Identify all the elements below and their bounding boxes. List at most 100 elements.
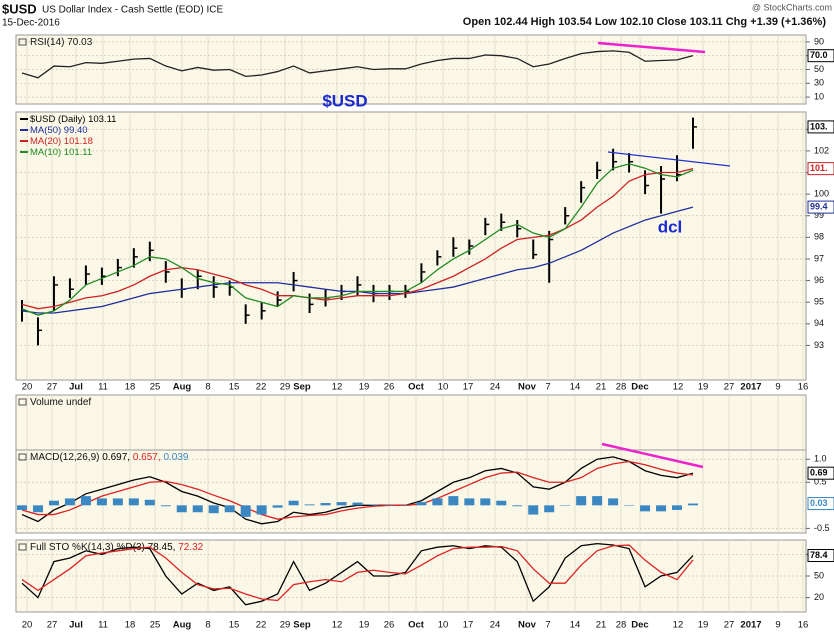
histogram-bar bbox=[464, 498, 475, 506]
rsi-divergence-line bbox=[597, 41, 706, 54]
x-tick-label: 9 bbox=[775, 382, 780, 393]
y-tick-label: 94 bbox=[814, 318, 824, 328]
x-tick-label: 11 bbox=[98, 382, 108, 393]
legend-name: MA(20) bbox=[30, 136, 61, 147]
x-tick-label: Aug bbox=[173, 382, 192, 393]
panel-legend: MACD(12,26,9) 0.697, 0.657, 0.039 bbox=[30, 452, 189, 463]
x-tick-label: Jul bbox=[69, 382, 83, 393]
x-tick-label: 29 bbox=[280, 382, 291, 393]
histogram-bar bbox=[192, 505, 203, 513]
histogram-bar bbox=[384, 505, 395, 506]
x-tick-label: 21 bbox=[596, 620, 607, 631]
x-tick-label: 27 bbox=[724, 382, 735, 393]
y-tick-label: 50 bbox=[814, 570, 824, 580]
histogram-bar bbox=[512, 505, 523, 507]
y-tick-label: -0.5 bbox=[814, 523, 830, 533]
x-tick-label: 9 bbox=[775, 620, 780, 631]
legend-text: MACD(12,26,9) bbox=[30, 452, 99, 463]
value-tag: 78.4 bbox=[810, 550, 828, 560]
macd-divergence-line bbox=[601, 442, 704, 469]
legend-value: 101.18 bbox=[64, 136, 93, 147]
x-tick-label: 19 bbox=[698, 382, 709, 393]
legend-text: 0.039 bbox=[163, 452, 188, 463]
watermark: @ StockCharts.com bbox=[752, 2, 832, 12]
x-tick-label: 28 bbox=[616, 620, 627, 631]
histogram-bar bbox=[80, 496, 91, 506]
histogram-bar bbox=[528, 505, 539, 515]
histogram-bar bbox=[368, 504, 379, 506]
x-tick-label: 18 bbox=[125, 620, 136, 631]
histogram-bar bbox=[640, 505, 651, 512]
x-tick-label: 7 bbox=[545, 620, 550, 631]
legend-entry: $USD (Daily) 103.11 bbox=[30, 114, 116, 125]
value-tag-box bbox=[807, 466, 834, 480]
y-tick-label: 97 bbox=[814, 253, 824, 263]
histogram-bar bbox=[288, 500, 299, 506]
series-line bbox=[21, 460, 694, 520]
x-tick-label: Sep bbox=[293, 382, 311, 393]
x-tick-label: 27 bbox=[47, 620, 58, 631]
y-tick-label: 50 bbox=[814, 64, 824, 74]
y-tick-label: 102 bbox=[814, 145, 829, 155]
legend-icon bbox=[18, 453, 27, 461]
histogram-bar bbox=[320, 503, 331, 506]
histogram-bar bbox=[544, 505, 555, 513]
panel-legend: RSI(14) 70.03 bbox=[30, 37, 93, 48]
series-line bbox=[21, 544, 694, 602]
histogram-bar bbox=[224, 505, 235, 513]
value-tag-box bbox=[807, 549, 834, 563]
value-tag-box bbox=[807, 162, 834, 176]
x-tick-label: 22 bbox=[256, 382, 267, 393]
x-tick-label: 14 bbox=[570, 382, 581, 393]
x-tick-label: 26 bbox=[384, 620, 395, 631]
legend-value: 101.11 bbox=[64, 147, 92, 158]
legend-text: RSI(14) bbox=[30, 37, 64, 48]
x-tick-label: Nov bbox=[518, 620, 537, 631]
x-tick-label: 16 bbox=[798, 382, 809, 393]
x-tick-label: 24 bbox=[490, 382, 501, 393]
series-line bbox=[21, 542, 694, 606]
panel-legend: Volume undef bbox=[30, 397, 91, 408]
y-tick-label: 90 bbox=[814, 36, 824, 46]
x-tick-label: 11 bbox=[98, 620, 108, 631]
x-tick-label: 2017 bbox=[740, 382, 761, 393]
legend-text: 0.657, bbox=[133, 452, 161, 463]
legend-name: MA(10) bbox=[30, 147, 61, 158]
x-tick-label: 17 bbox=[463, 620, 474, 631]
x-tick-label: 26 bbox=[384, 382, 395, 393]
y-tick-label: 100 bbox=[814, 189, 829, 199]
value-tag-box bbox=[807, 200, 834, 214]
histogram-bar bbox=[496, 500, 507, 506]
value-tag: 99.4 bbox=[810, 201, 828, 211]
x-tick-label: 12 bbox=[332, 382, 343, 393]
legend-text: 78.45, bbox=[148, 542, 176, 553]
y-tick-label: 98 bbox=[814, 232, 824, 242]
legend-entry: MA(50) 99.40 bbox=[30, 125, 88, 136]
histogram-bar bbox=[304, 504, 315, 506]
histogram-bar bbox=[336, 502, 347, 506]
histogram-bar bbox=[576, 496, 587, 506]
histogram-bar bbox=[448, 496, 459, 506]
x-tick-label: 7 bbox=[545, 382, 550, 393]
panel bbox=[15, 34, 807, 105]
panel bbox=[15, 111, 807, 381]
x-tick-label: 19 bbox=[698, 620, 709, 631]
panel bbox=[15, 539, 807, 613]
histogram-bar bbox=[400, 505, 411, 506]
histogram-bar bbox=[128, 498, 139, 506]
x-tick-label: Nov bbox=[518, 382, 537, 393]
histogram-bar bbox=[208, 505, 219, 514]
x-tick-label: 19 bbox=[359, 620, 370, 631]
value-tag: 70.0 bbox=[810, 50, 828, 60]
histogram-bar bbox=[352, 502, 363, 506]
legend-text: 72.32 bbox=[178, 542, 203, 553]
legend-value: 99.40 bbox=[64, 125, 88, 136]
x-tick-label: Jul bbox=[69, 620, 83, 631]
legend-entry: MA(10) 101.11 bbox=[30, 147, 92, 158]
x-tick-label: Oct bbox=[408, 620, 425, 631]
date: 15-Dec-2016 bbox=[2, 18, 60, 29]
y-tick-label: 10 bbox=[814, 91, 824, 101]
y-tick-label: 0.5 bbox=[814, 477, 827, 487]
symbol: $USD bbox=[2, 1, 37, 16]
x-tick-label: 14 bbox=[570, 620, 581, 631]
